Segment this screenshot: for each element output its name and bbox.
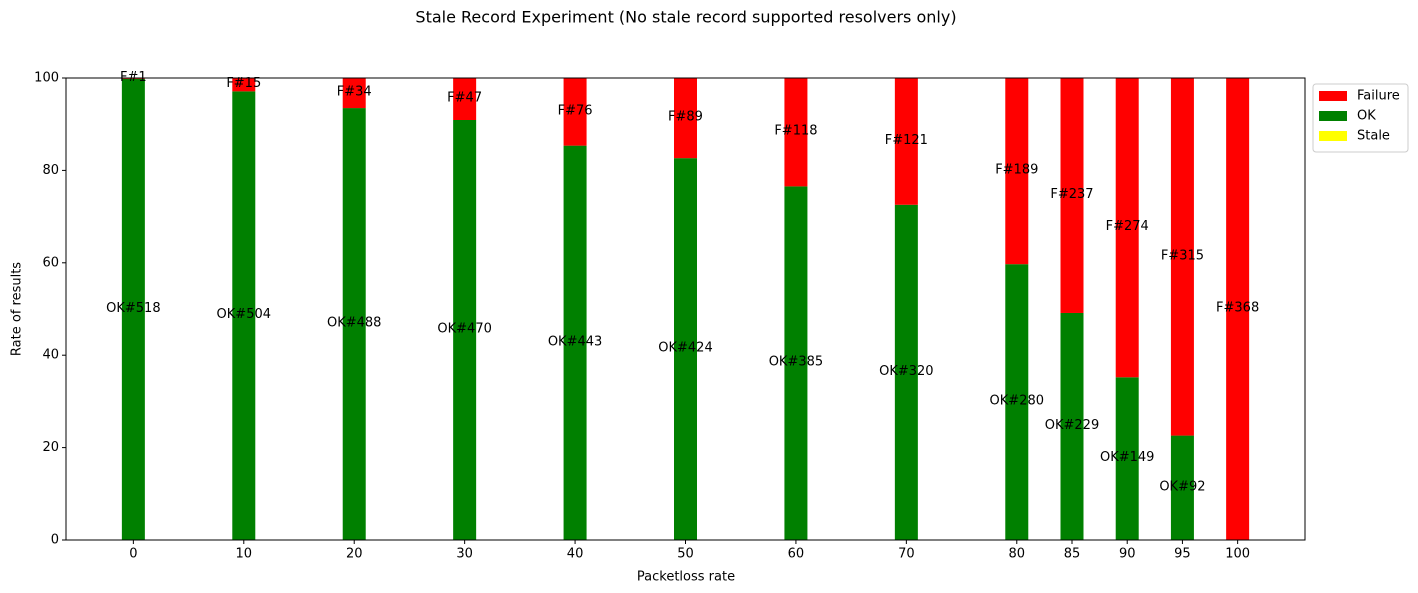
x-tick-label: 50 bbox=[677, 547, 694, 562]
bar-segment bbox=[784, 78, 808, 187]
legend-label: Stale bbox=[1357, 129, 1390, 144]
segment-label: OK#504 bbox=[217, 307, 271, 322]
legend-label: OK bbox=[1357, 109, 1376, 124]
bar-segment bbox=[342, 108, 366, 540]
segment-label: F#189 bbox=[995, 163, 1038, 178]
x-axis-label: Packetloss rate bbox=[637, 570, 735, 585]
segment-label: OK#229 bbox=[1045, 418, 1099, 433]
segment-label: F#89 bbox=[668, 110, 703, 125]
bar-segment bbox=[121, 78, 145, 540]
segment-label: F#121 bbox=[885, 133, 928, 148]
y-tick-label: 20 bbox=[42, 440, 59, 455]
x-tick-label: 10 bbox=[236, 547, 253, 562]
x-tick-label: 60 bbox=[788, 547, 805, 562]
bar-segment bbox=[563, 145, 587, 541]
bar-segment bbox=[1170, 78, 1194, 436]
segment-label: OK#443 bbox=[548, 334, 602, 349]
segment-label: OK#470 bbox=[437, 321, 491, 336]
x-tick-label: 85 bbox=[1064, 547, 1081, 562]
x-tick-label: 30 bbox=[456, 547, 473, 562]
bar-segment bbox=[1060, 312, 1084, 540]
segment-label: OK#320 bbox=[879, 364, 933, 379]
bar-segment bbox=[1115, 377, 1139, 540]
segment-label: OK#488 bbox=[327, 316, 381, 331]
bar-segment bbox=[342, 78, 366, 109]
legend-swatch bbox=[1319, 131, 1347, 141]
legend-swatch bbox=[1319, 111, 1347, 121]
segment-label: OK#280 bbox=[990, 394, 1044, 409]
bar-segment bbox=[563, 78, 587, 146]
segment-label: F#315 bbox=[1161, 248, 1204, 263]
segment-label: F#274 bbox=[1106, 219, 1149, 234]
y-tick-label: 0 bbox=[51, 533, 59, 548]
segment-label: F#34 bbox=[337, 85, 372, 100]
bar-segment bbox=[1226, 78, 1250, 540]
segment-label: F#15 bbox=[226, 76, 261, 91]
segment-label: F#76 bbox=[558, 103, 593, 118]
segment-label: OK#385 bbox=[769, 355, 823, 370]
bar-segment bbox=[784, 186, 808, 540]
segment-label: OK#149 bbox=[1100, 450, 1154, 465]
x-tick-label: 90 bbox=[1119, 547, 1136, 562]
bar-segment bbox=[1005, 78, 1029, 265]
bar-segment bbox=[1170, 435, 1194, 540]
bar-segment bbox=[453, 119, 477, 541]
bar-segment bbox=[1060, 78, 1084, 313]
bar-segment bbox=[1005, 264, 1029, 540]
bar-segment bbox=[894, 204, 918, 540]
segment-label: OK#518 bbox=[106, 301, 160, 316]
bar-segment bbox=[232, 78, 256, 92]
x-tick-label: 40 bbox=[567, 547, 584, 562]
segment-label: F#47 bbox=[447, 90, 482, 105]
x-tick-label: 95 bbox=[1174, 547, 1191, 562]
plot-frame bbox=[65, 77, 1306, 541]
x-tick-label: 0 bbox=[129, 547, 137, 562]
x-tick-label: 80 bbox=[1009, 547, 1026, 562]
bar-segment bbox=[232, 91, 256, 540]
legend-swatch bbox=[1319, 91, 1347, 101]
segment-label: F#237 bbox=[1050, 187, 1093, 202]
legend-label: Failure bbox=[1357, 89, 1400, 104]
segment-label: OK#424 bbox=[658, 341, 712, 356]
bar-segment bbox=[894, 78, 918, 205]
x-tick-label: 20 bbox=[346, 547, 363, 562]
y-axis-label: Rate of results bbox=[10, 262, 25, 356]
y-tick-label: 40 bbox=[42, 348, 59, 363]
chart-title: Stale Record Experiment (No stale record… bbox=[415, 8, 956, 27]
y-tick-label: 100 bbox=[34, 71, 59, 86]
bar-segment bbox=[453, 78, 477, 120]
segment-label: F#118 bbox=[774, 124, 817, 139]
x-tick-label: 100 bbox=[1225, 547, 1250, 562]
bar-segment bbox=[1115, 78, 1139, 378]
bar-segment bbox=[674, 158, 697, 541]
segment-label: F#368 bbox=[1216, 301, 1259, 316]
segment-label: F#1 bbox=[120, 70, 147, 85]
segment-label: OK#92 bbox=[1159, 479, 1205, 494]
y-tick-label: 80 bbox=[42, 163, 59, 178]
bar-segment bbox=[674, 78, 697, 159]
x-tick-label: 70 bbox=[898, 547, 915, 562]
y-tick-label: 60 bbox=[42, 255, 59, 270]
